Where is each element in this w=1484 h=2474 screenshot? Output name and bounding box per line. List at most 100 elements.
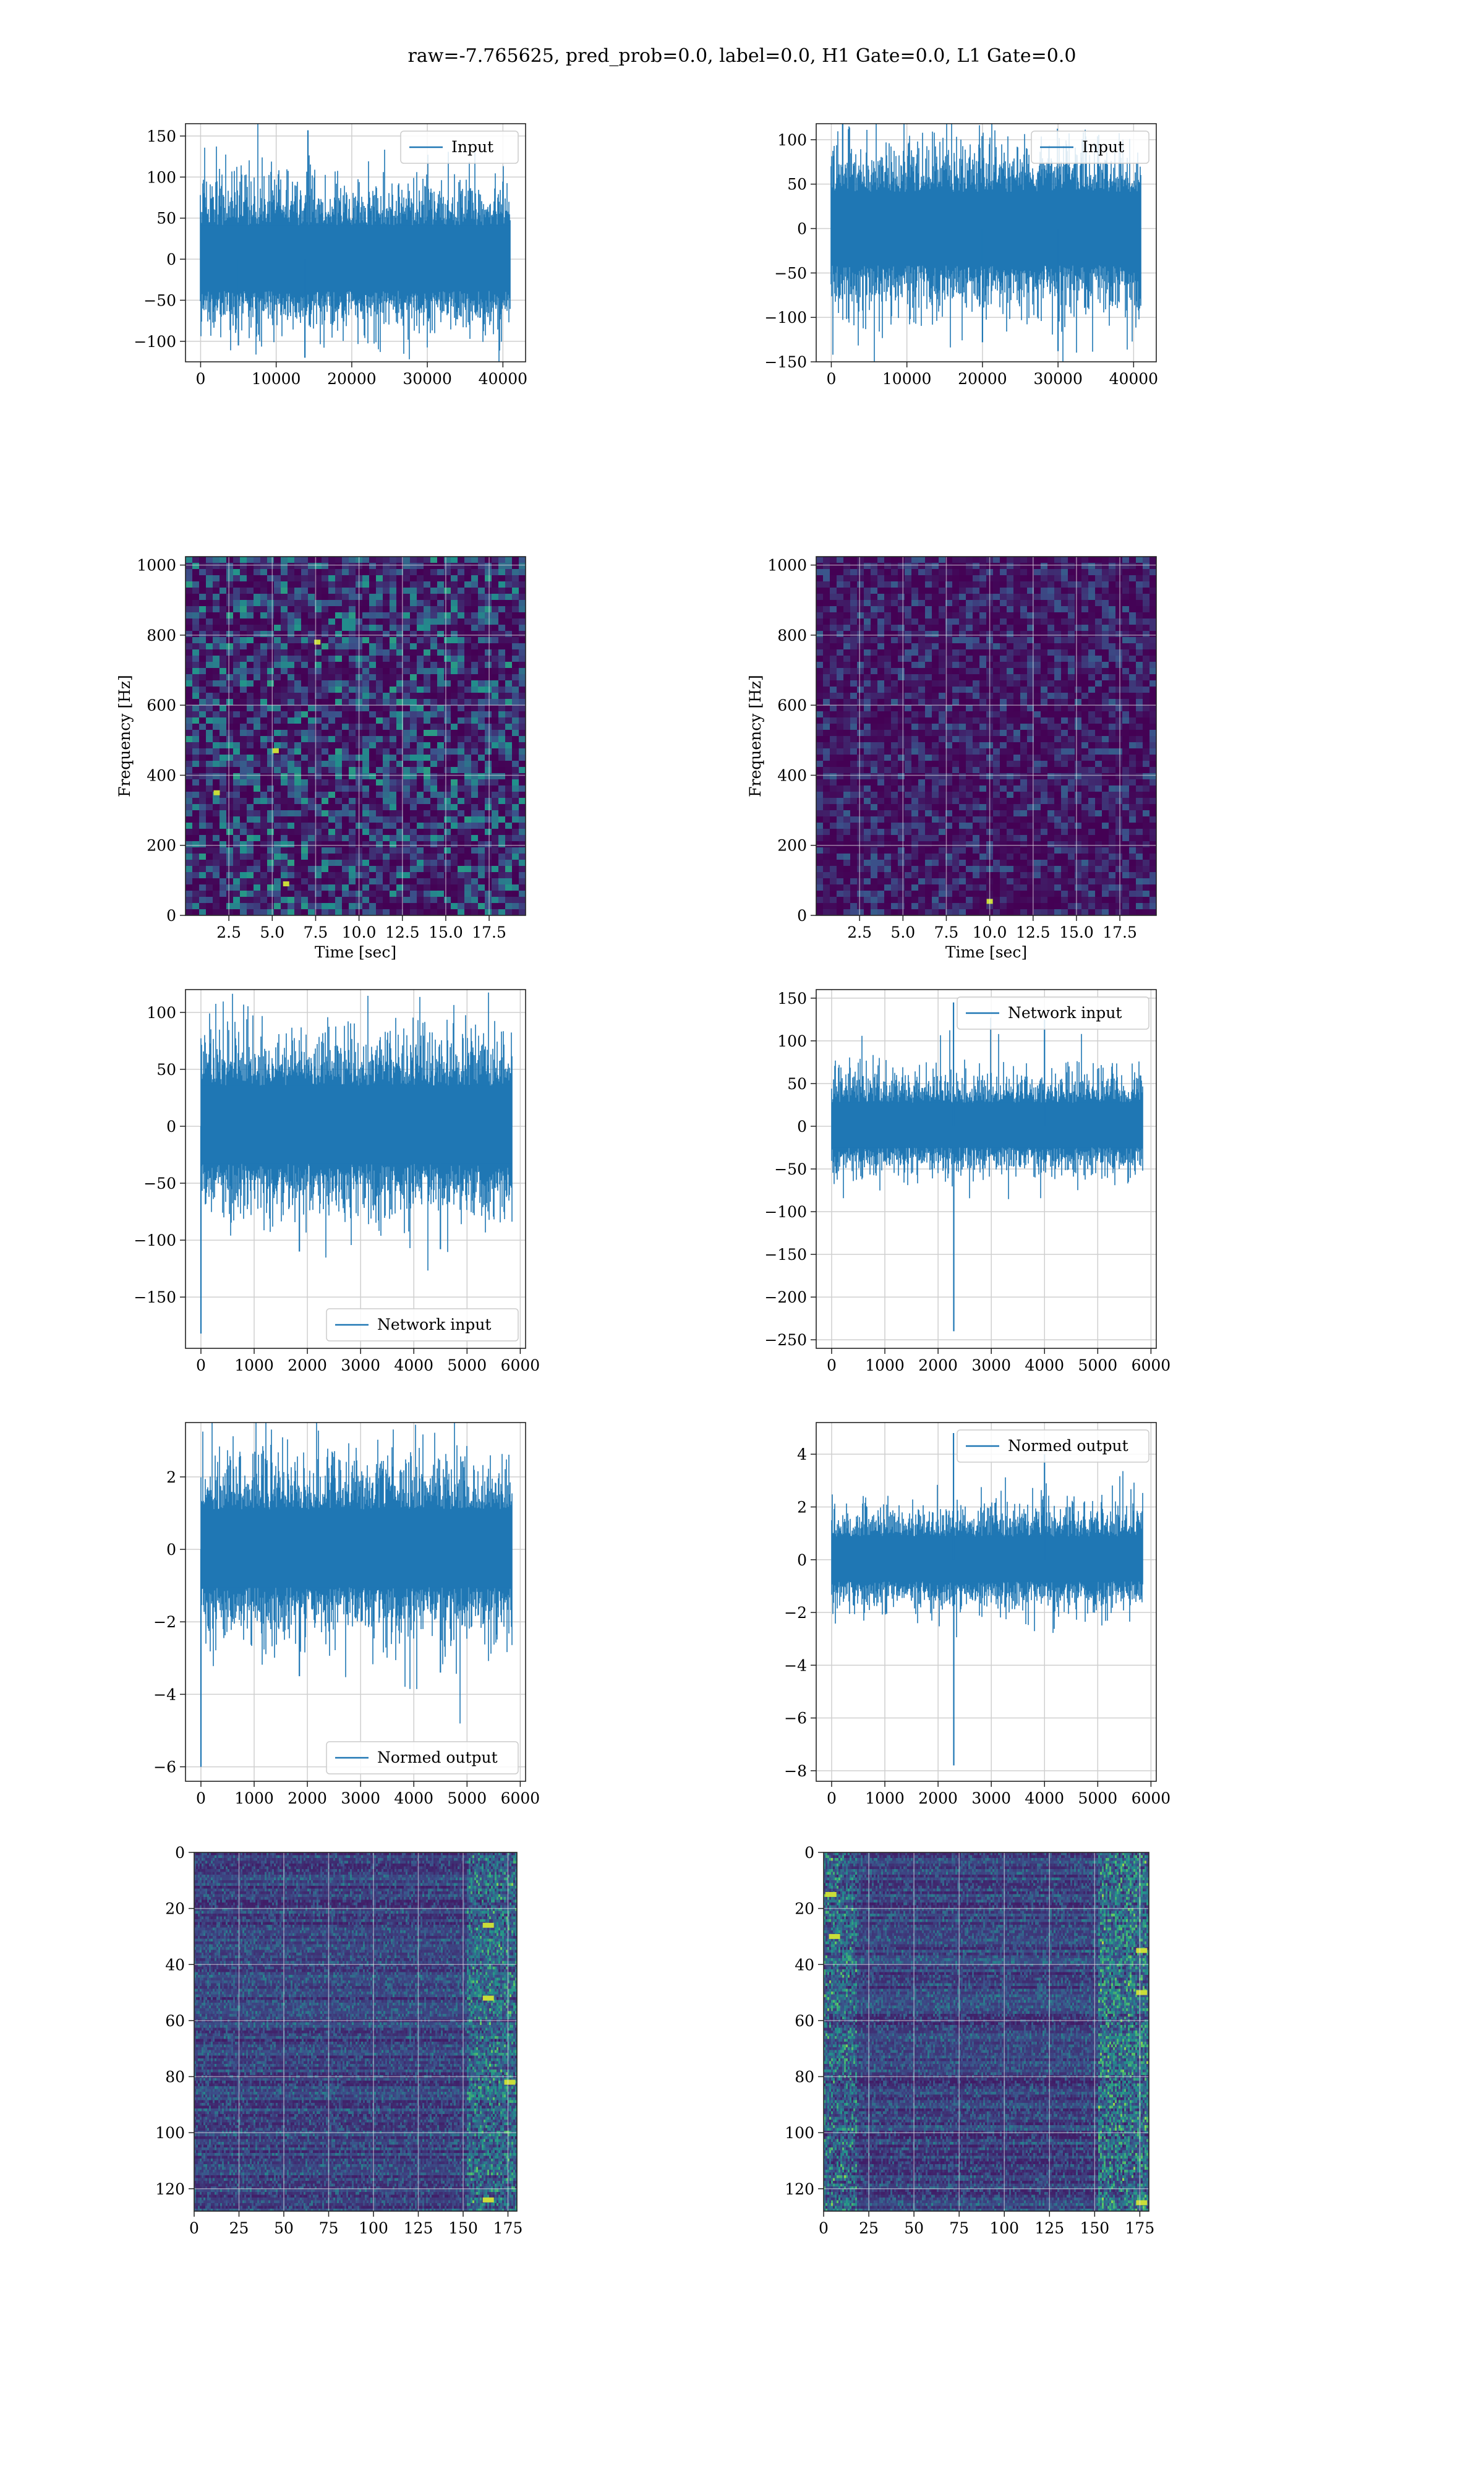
heatmap-cell (430, 866, 438, 873)
heatmap-cell (240, 761, 247, 768)
heatmap-cell (1027, 773, 1034, 780)
heatmap-cell (830, 637, 837, 644)
heatmap-cell (1149, 674, 1156, 681)
heatmap-cell (192, 736, 200, 743)
heatmap-cell (342, 779, 349, 786)
heatmap-cell (369, 816, 377, 823)
heatmap-cell (498, 897, 506, 904)
heatmap-cell (294, 717, 302, 724)
heatmap-cell (918, 557, 926, 563)
heatmap-cell (512, 693, 519, 700)
heatmap-cell (458, 600, 465, 607)
heatmap-cell (816, 563, 824, 570)
heatmap-cell (471, 649, 479, 656)
heatmap-cell (458, 872, 465, 879)
heatmap-cell (864, 711, 871, 718)
heatmap-cell (973, 742, 980, 749)
heatmap-cell (424, 687, 431, 693)
heatmap-cell (376, 785, 383, 792)
heatmap-cell (843, 637, 851, 644)
heatmap-cell (240, 779, 247, 786)
heatmap-cell (254, 705, 261, 712)
heatmap-cell (850, 798, 858, 805)
heatmap-cell (335, 674, 343, 681)
heatmap-cell (444, 878, 451, 885)
heatmap-cell (1020, 557, 1028, 563)
heatmap-cell (390, 897, 397, 904)
heatmap-cell (1102, 612, 1109, 619)
heatmap-cell (288, 724, 295, 730)
heatmap-cell (932, 736, 939, 743)
heatmap-cell (390, 656, 397, 662)
heatmap-cell (254, 761, 261, 768)
heatmap-cell (247, 847, 254, 854)
heatmap-cell (308, 767, 315, 774)
heatmap-cell (857, 575, 864, 582)
heatmap-cell (308, 810, 315, 817)
heatmap-cell (1088, 742, 1096, 749)
heatmap-cell (247, 724, 254, 730)
heatmap-cell (192, 829, 200, 836)
heatmap-cell (1068, 643, 1075, 650)
heatmap-cell (1034, 581, 1041, 588)
heatmap-cell (1136, 625, 1143, 631)
heatmap-cell (945, 606, 953, 613)
heatmap-cell (925, 674, 932, 681)
heatmap-cell (498, 816, 506, 823)
heatmap-cell (884, 730, 892, 737)
heatmap-cell (966, 575, 973, 582)
heatmap-cell (1027, 748, 1034, 755)
heatmap-cell (247, 662, 254, 669)
heatmap-cell (911, 612, 919, 619)
heatmap-cell (342, 742, 349, 749)
heatmap-cell (308, 748, 315, 755)
y-tick-label: 1000 (137, 557, 176, 575)
heatmap-cell (247, 711, 254, 718)
heatmap-cell (437, 755, 445, 761)
heatmap-cell (1149, 569, 1156, 576)
heatmap-cell (376, 755, 383, 761)
heatmap-cell (430, 854, 438, 860)
heatmap-cell (857, 662, 864, 669)
heatmap-cell (390, 829, 397, 836)
heatmap-cell (390, 860, 397, 867)
heatmap-cell (267, 656, 275, 662)
heatmap-cell (315, 643, 322, 650)
heatmap-cell (288, 588, 295, 594)
heatmap-cell (464, 755, 472, 761)
heatmap-cell (437, 699, 445, 706)
heatmap-cell (437, 588, 445, 594)
heatmap-cell (973, 705, 980, 712)
heatmap-cell (498, 748, 506, 755)
heatmap-cell (1047, 569, 1055, 576)
heatmap-cell (1020, 773, 1028, 780)
heatmap-cell (478, 823, 485, 829)
heatmap-cell (220, 748, 227, 755)
heatmap-cell (1034, 742, 1041, 749)
heatmap-cell (403, 829, 411, 836)
heatmap-cell (1081, 792, 1089, 798)
heatmap-cell (898, 779, 905, 786)
heatmap-cell (451, 829, 458, 836)
heatmap-cell (823, 680, 830, 687)
heatmap-cell (383, 909, 390, 915)
heatmap-cell (512, 575, 519, 582)
heatmap-cell (396, 866, 404, 873)
heatmap-cell (199, 575, 207, 582)
heatmap-cell (301, 625, 309, 631)
heatmap-cell (458, 588, 465, 594)
heatmap-cell (233, 569, 241, 576)
heatmap-cell (396, 594, 404, 601)
heatmap-cell (877, 761, 885, 768)
heatmap-cell (519, 779, 526, 786)
heatmap-cell (267, 699, 275, 706)
heatmap-cell (335, 662, 343, 669)
heatmap-cell (315, 606, 322, 613)
heatmap-cell (850, 755, 858, 761)
heatmap-cell (1136, 693, 1143, 700)
heatmap-cell (1081, 755, 1089, 761)
heatmap-cell (973, 755, 980, 761)
heatmap-cell (1143, 785, 1150, 792)
heatmap-cell (192, 668, 200, 675)
heatmap-cell (294, 680, 302, 687)
